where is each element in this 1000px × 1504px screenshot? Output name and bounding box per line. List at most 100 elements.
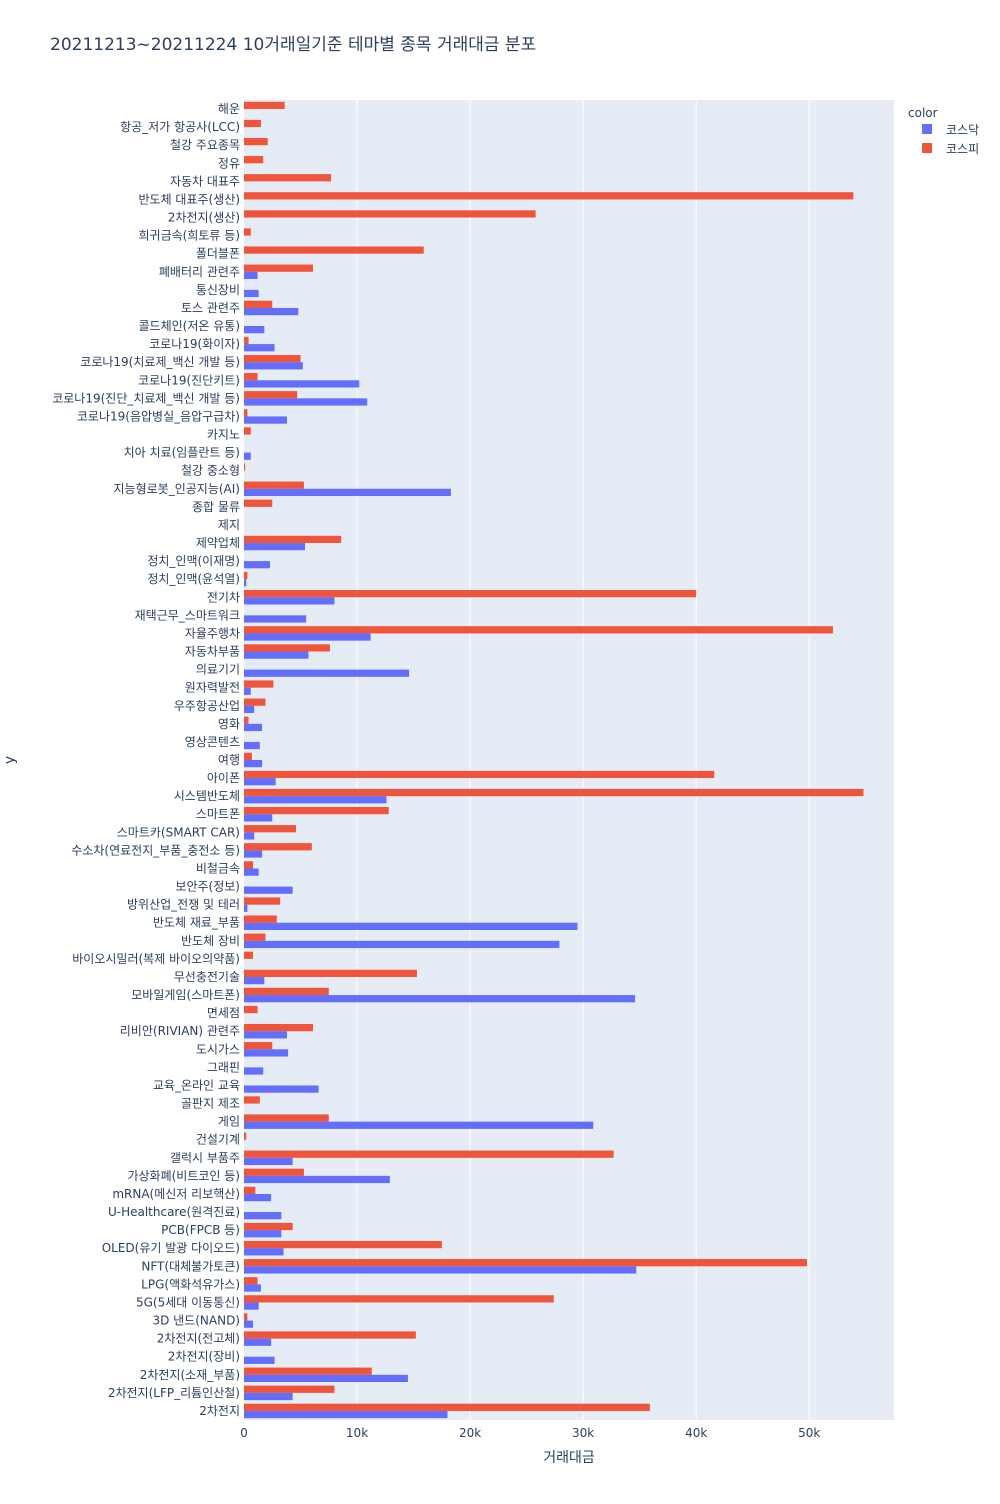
- bar-kosdaq[interactable]: [244, 1193, 272, 1202]
- bar-kospi[interactable]: [244, 463, 246, 471]
- bar-kospi[interactable]: [244, 174, 332, 182]
- bar-kosdaq[interactable]: [244, 452, 251, 460]
- bar-kosdaq[interactable]: [244, 976, 265, 985]
- bar-kospi[interactable]: [244, 1005, 258, 1014]
- bar-kosdaq[interactable]: [244, 271, 258, 280]
- bar-kospi[interactable]: [244, 680, 274, 688]
- bar-kospi[interactable]: [244, 698, 266, 706]
- bar-kosdaq[interactable]: [244, 868, 259, 876]
- bar-kosdaq[interactable]: [244, 723, 263, 732]
- bar-kospi[interactable]: [244, 354, 301, 363]
- bar-kospi[interactable]: [244, 1042, 273, 1050]
- bar-kospi[interactable]: [244, 1277, 258, 1285]
- bar-kosdaq[interactable]: [244, 886, 293, 894]
- bar-kosdaq[interactable]: [244, 904, 248, 912]
- bar-kosdaq[interactable]: [244, 1157, 293, 1166]
- bar-kosdaq[interactable]: [244, 579, 247, 587]
- bar-kosdaq[interactable]: [244, 1302, 259, 1310]
- bar-kospi[interactable]: [244, 1150, 614, 1158]
- bar-kosdaq[interactable]: [244, 814, 273, 822]
- bar-kospi[interactable]: [244, 481, 304, 489]
- bar-kospi[interactable]: [244, 987, 329, 996]
- bar-kospi[interactable]: [244, 228, 251, 236]
- bar-kospi[interactable]: [244, 1222, 293, 1231]
- bar-kosdaq[interactable]: [244, 1067, 264, 1075]
- bar-kospi[interactable]: [244, 300, 273, 308]
- bar-kospi[interactable]: [244, 716, 249, 724]
- bar-kosdaq[interactable]: [244, 1392, 293, 1401]
- bar-kospi[interactable]: [244, 1114, 329, 1122]
- bar-kospi[interactable]: [244, 590, 697, 598]
- bar-kosdaq[interactable]: [244, 362, 303, 370]
- bar-kospi[interactable]: [244, 1240, 442, 1249]
- bar-kospi[interactable]: [244, 770, 715, 779]
- bar-kosdaq[interactable]: [244, 543, 306, 551]
- bar-kospi[interactable]: [244, 1259, 807, 1267]
- bar-kosdaq[interactable]: [244, 1248, 284, 1256]
- bar-kosdaq[interactable]: [244, 615, 307, 623]
- bar-kospi[interactable]: [244, 897, 281, 905]
- bar-kosdaq[interactable]: [244, 326, 265, 334]
- bar-kospi[interactable]: [244, 752, 252, 760]
- bar-kosdaq[interactable]: [244, 633, 371, 641]
- bar-kosdaq[interactable]: [244, 651, 309, 659]
- bar-kospi[interactable]: [244, 119, 261, 128]
- bar-kosdaq[interactable]: [244, 687, 251, 695]
- bar-kosdaq[interactable]: [244, 289, 259, 298]
- bar-kospi[interactable]: [244, 788, 864, 797]
- bar-kosdaq[interactable]: [244, 995, 636, 1003]
- bar-kosdaq[interactable]: [244, 1284, 261, 1292]
- bar-kospi[interactable]: [244, 1168, 304, 1176]
- bar-kospi[interactable]: [244, 336, 249, 345]
- bar-kosdaq[interactable]: [244, 1230, 282, 1238]
- bar-kospi[interactable]: [244, 626, 833, 634]
- legend[interactable]: color 코스닥 코스피: [908, 106, 979, 156]
- bar-kospi[interactable]: [244, 915, 277, 923]
- bar-kosdaq[interactable]: [244, 778, 276, 786]
- bar-kosdaq[interactable]: [244, 307, 299, 316]
- bar-kosdaq[interactable]: [244, 1320, 254, 1328]
- bar-kospi[interactable]: [244, 1186, 256, 1194]
- bar-kospi[interactable]: [244, 373, 258, 381]
- bar-kosdaq[interactable]: [244, 1266, 637, 1274]
- bar-kosdaq[interactable]: [244, 597, 335, 605]
- bar-kospi[interactable]: [244, 807, 389, 815]
- bar-kosdaq[interactable]: [244, 760, 263, 768]
- bar-kospi[interactable]: [244, 1403, 650, 1411]
- bar-kosdaq[interactable]: [244, 416, 287, 424]
- bar-kospi[interactable]: [244, 861, 254, 869]
- bar-kosdaq[interactable]: [244, 705, 255, 713]
- bar-kospi[interactable]: [244, 246, 424, 254]
- bar-kospi[interactable]: [244, 1313, 248, 1321]
- bar-kospi[interactable]: [244, 499, 273, 507]
- bar-kosdaq[interactable]: [244, 1085, 319, 1093]
- bar-kosdaq[interactable]: [244, 922, 578, 930]
- bar-kosdaq[interactable]: [244, 1410, 448, 1419]
- bar-kospi[interactable]: [244, 933, 266, 941]
- bar-kospi[interactable]: [244, 843, 312, 851]
- bar-kospi[interactable]: [244, 156, 264, 164]
- bar-kospi[interactable]: [244, 969, 417, 977]
- bar-kospi[interactable]: [244, 825, 296, 833]
- bar-kosdaq[interactable]: [244, 796, 387, 804]
- bar-kosdaq[interactable]: [244, 1338, 272, 1346]
- bar-kosdaq[interactable]: [244, 380, 360, 388]
- bar-kospi[interactable]: [244, 210, 536, 218]
- bar-kosdaq[interactable]: [244, 850, 263, 858]
- bar-kosdaq[interactable]: [244, 940, 560, 949]
- bar-kosdaq[interactable]: [244, 398, 368, 406]
- bar-kosdaq[interactable]: [244, 561, 270, 569]
- bar-kosdaq[interactable]: [244, 669, 410, 677]
- bar-kospi[interactable]: [244, 391, 298, 399]
- bar-kospi[interactable]: [244, 192, 854, 200]
- bar-kosdaq[interactable]: [244, 488, 451, 496]
- bar-kospi[interactable]: [244, 1367, 372, 1375]
- bar-kospi[interactable]: [244, 1096, 260, 1104]
- bar-kospi[interactable]: [244, 571, 248, 580]
- bar-kospi[interactable]: [244, 137, 268, 146]
- bar-kosdaq[interactable]: [244, 1175, 390, 1184]
- legend-item-kospi[interactable]: 코스피: [922, 142, 979, 156]
- bar-kosdaq[interactable]: [244, 344, 275, 352]
- bar-kospi[interactable]: [244, 1132, 247, 1140]
- bar-kosdaq[interactable]: [244, 1049, 289, 1057]
